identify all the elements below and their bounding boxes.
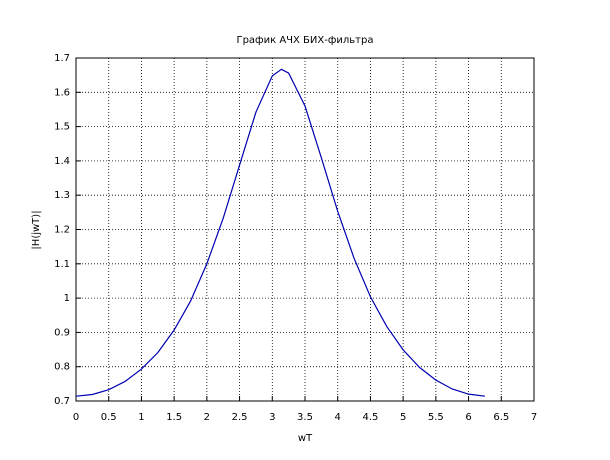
chart-title: График АЧХ БИХ-фильтра xyxy=(236,35,373,46)
y-tick-label: 1.4 xyxy=(54,156,70,167)
y-axis-label: |H(jwT)| xyxy=(31,210,42,249)
y-tick-label: 0.7 xyxy=(54,396,70,407)
data-line xyxy=(75,68,486,397)
y-tick-label: 1.6 xyxy=(54,87,70,98)
x-tick-label: 2 xyxy=(204,412,210,423)
y-tick-label: 1.2 xyxy=(54,225,70,236)
x-tick-label: 0 xyxy=(73,412,79,423)
y-tick-label: 1.3 xyxy=(54,190,70,201)
x-tick-label: 4.5 xyxy=(362,412,378,423)
x-tick-label: 3.5 xyxy=(297,412,313,423)
x-tick-label: 1.5 xyxy=(166,412,182,423)
x-axis-label: wT xyxy=(298,433,313,444)
y-tick-label: 1.5 xyxy=(54,122,70,133)
x-tick-label: 4 xyxy=(335,412,341,423)
y-tick-label: 1 xyxy=(64,293,70,304)
x-tick-label: 7 xyxy=(531,412,537,423)
x-tick-label: 6.5 xyxy=(493,412,509,423)
x-tick-label: 0.5 xyxy=(101,412,117,423)
x-tick-label: 6 xyxy=(465,412,471,423)
y-tick-label: 0.9 xyxy=(54,327,70,338)
y-tick-label: 1.1 xyxy=(54,259,70,270)
x-tick-label: 1 xyxy=(138,412,144,423)
x-tick-label: 5 xyxy=(400,412,406,423)
x-tick-label: 3 xyxy=(269,412,275,423)
y-tick-label: 0.8 xyxy=(54,362,70,373)
y-tick-label: 1.7 xyxy=(54,53,70,64)
x-tick-label: 5.5 xyxy=(428,412,444,423)
x-tick-label: 2.5 xyxy=(232,412,248,423)
